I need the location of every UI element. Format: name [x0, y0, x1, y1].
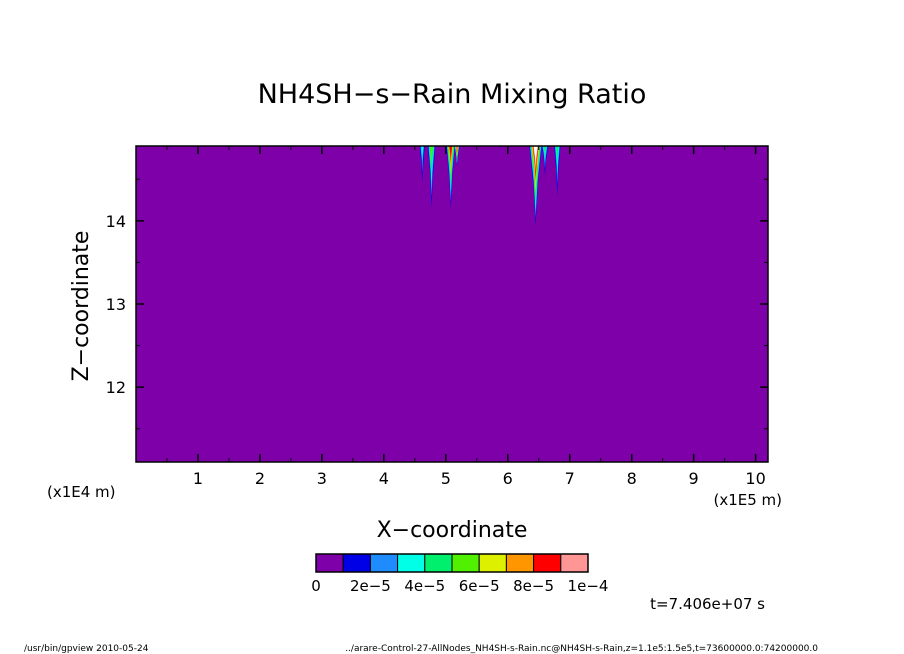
colorbar: 0 2e−5 4e−5 6e−5 8e−5 1e−4: [311, 553, 609, 595]
colorbar-frame: [315, 553, 589, 573]
contour-level-3: [421, 146, 424, 163]
x-tick-label: 8: [627, 469, 637, 488]
contour-level-4: [555, 146, 559, 165]
colorbar-swatch: [342, 553, 371, 573]
colorbar-swatch: [560, 553, 589, 573]
y-tick-label: 14: [106, 212, 126, 231]
x-tick-label: 10: [745, 469, 765, 488]
y-scale-label: (x1E4 m): [47, 483, 116, 501]
colorbar-swatch: [533, 553, 562, 573]
contour-feature: [446, 146, 456, 209]
x-axis-label: X−coordinate: [377, 518, 528, 543]
contour-level-8: [449, 146, 453, 162]
x-tick-label: 1: [193, 469, 203, 488]
colorbar-swatch: [478, 553, 507, 573]
time-label: t=7.406e+07 s: [650, 595, 765, 613]
colorbar-swatch: [315, 553, 344, 573]
contour-feature: [541, 146, 549, 176]
colorbar-label: 1e−4: [568, 577, 609, 595]
y-tick-label: 12: [106, 378, 126, 397]
x-tick-label: 6: [503, 469, 513, 488]
x-tick-label: 3: [317, 469, 327, 488]
colorbar-swatch: [451, 553, 480, 573]
colorbar-swatch: [397, 553, 426, 573]
colorbar-label: 6e−5: [459, 577, 500, 595]
contour-level-5: [430, 146, 434, 166]
footer-left: /usr/bin/gpview 2010-05-24: [24, 644, 149, 654]
x-tick-label: 7: [565, 469, 575, 488]
contour-level-9: [456, 146, 458, 152]
contour-level-10: [533, 146, 538, 165]
colorbar-swatch: [369, 553, 399, 573]
colorbar-label: 4e−5: [404, 577, 445, 595]
colorbar-swatch: [424, 553, 453, 573]
contour-feature: [427, 146, 436, 209]
y-axis-label: Z−coordinate: [69, 231, 94, 382]
plot-frame: [135, 145, 769, 463]
chart-title: NH4SH−s−Rain Mixing Ratio: [258, 79, 647, 110]
contour-feature: [529, 146, 542, 225]
footer-right: ../arare-Control-27-AllNodes_NH4SH-s-Rai…: [345, 644, 818, 654]
colorbar-label: 2e−5: [350, 577, 391, 595]
colorbar-label: 0: [311, 577, 321, 595]
contour-feature: [419, 146, 425, 184]
x-tick-label: 2: [255, 469, 265, 488]
contour-feature: [554, 146, 561, 196]
x-tick-label: 9: [689, 469, 699, 488]
x-tick-label: 4: [379, 469, 389, 488]
plot-background: [136, 146, 768, 462]
contour-features: [419, 146, 561, 225]
colorbar-swatch: [505, 553, 535, 573]
x-scale-label: (x1E5 m): [713, 491, 782, 509]
y-tick-label: 13: [106, 295, 126, 314]
contour-feature: [454, 146, 460, 167]
contour-level-4: [543, 146, 547, 157]
colorbar-label: 8e−5: [513, 577, 554, 595]
x-tick-label: 5: [441, 469, 451, 488]
